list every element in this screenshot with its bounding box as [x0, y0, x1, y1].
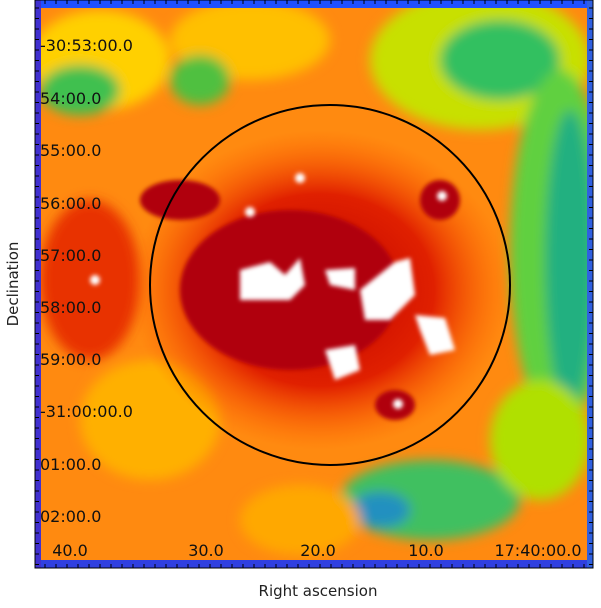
x-tick-label: 17:40:00.0 [494, 541, 581, 560]
y-tick-label: -31:00:00.0 [40, 402, 133, 421]
x-tick-label: 10.0 [408, 541, 444, 560]
y-axis-label: Declination [4, 242, 22, 327]
x-axis-label: Right ascension [259, 582, 378, 600]
sky-image [30, 0, 601, 568]
figure: Right ascension Declination -30:53:00.0 5… [0, 0, 601, 608]
x-tick-label: 20.0 [300, 541, 336, 560]
y-tick-label: 56:00.0 [40, 194, 101, 213]
y-tick-label: 59:00.0 [40, 350, 101, 369]
y-tick-label: 55:00.0 [40, 141, 101, 160]
y-tick-label: 57:00.0 [40, 246, 101, 265]
y-tick-label: -30:53:00.0 [40, 36, 133, 55]
x-tick-label: 40.0 [52, 541, 88, 560]
y-tick-label: 54:00.0 [40, 89, 101, 108]
y-tick-label: 02:00.0 [40, 507, 101, 526]
y-tick-label: 58:00.0 [40, 298, 101, 317]
x-tick-label: 30.0 [188, 541, 224, 560]
y-tick-label: 01:00.0 [40, 455, 101, 474]
